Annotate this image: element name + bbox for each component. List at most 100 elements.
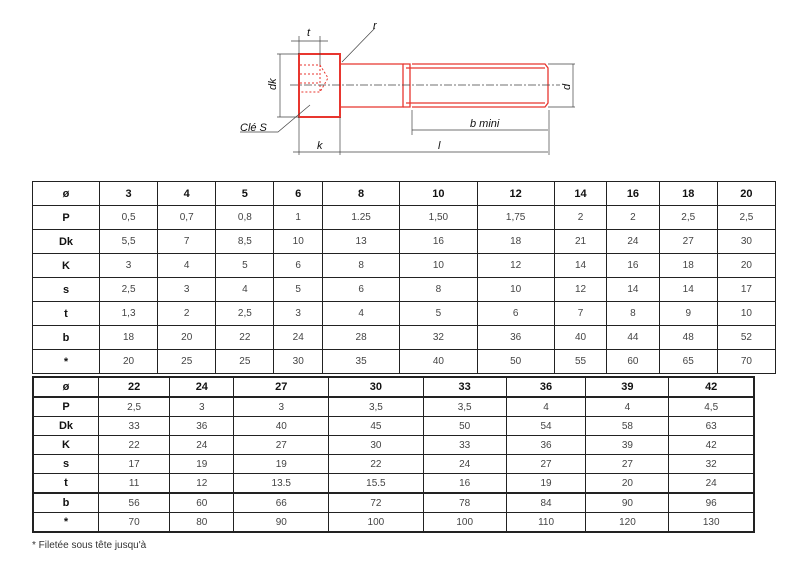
row-label: P [32, 396, 99, 417]
table-cell: 1,75 [476, 205, 555, 230]
table-cell: 16 [606, 253, 660, 278]
table-cell: 16 [422, 473, 507, 494]
table-cell: 90 [233, 512, 330, 533]
table-cell: 110 [505, 512, 587, 533]
row-label: s [32, 454, 99, 474]
table-row: b 56 60 66 72 78 84 90 96 [32, 492, 755, 513]
table-cell: 4 [585, 396, 670, 417]
table-cell: 18 [476, 229, 555, 254]
table-cell: 78 [422, 492, 507, 513]
table-cell: 24 [273, 325, 323, 350]
row-label: * [32, 512, 99, 533]
table-cell: 3,5 [328, 396, 424, 417]
table-cell: 2,5 [658, 205, 718, 230]
header-cell: 14 [553, 181, 608, 206]
table-cell: 18 [658, 253, 718, 278]
table-cell: 27 [233, 435, 330, 455]
table-cell: 5 [273, 277, 323, 302]
table-cell: 65 [658, 349, 718, 374]
table-cell: 4 [157, 253, 217, 278]
header-cell: 30 [328, 376, 424, 398]
table-row: K 22 24 27 30 33 36 39 42 [32, 435, 755, 455]
table-cell: 5,5 [98, 229, 159, 254]
table-cell: 17 [716, 277, 777, 302]
table-cell: 20 [716, 253, 777, 278]
table-cell: 39 [585, 435, 670, 455]
table-cell: 4 [215, 277, 275, 302]
label-b-mini: b mini [470, 118, 500, 130]
row-label: P [32, 205, 100, 230]
table-cell: 8 [399, 277, 478, 302]
header-row: ø 22 24 27 30 33 36 39 42 [32, 376, 755, 398]
table-cell: 0,5 [98, 205, 159, 230]
table-cell: 100 [328, 512, 424, 533]
table-cell: 22 [328, 454, 424, 474]
header-cell: 12 [476, 181, 555, 206]
table-cell: 32 [399, 325, 478, 350]
table-cell: 8 [321, 253, 401, 278]
table-cell: 0,7 [157, 205, 217, 230]
header-cell: 5 [215, 181, 275, 206]
table-cell: 1,3 [98, 301, 159, 326]
table-cell: 8 [606, 301, 660, 326]
header-cell: 10 [399, 181, 478, 206]
table-cell: 4 [505, 396, 587, 417]
table-cell: 27 [658, 229, 718, 254]
table-cell: 50 [422, 416, 507, 436]
table-row: t 1,3 2 2,5 3 4 5 6 7 8 9 10 [32, 301, 777, 326]
label-d: d [561, 83, 573, 90]
row-label: * [32, 349, 100, 374]
table-cell: 42 [668, 435, 755, 455]
row-label: b [32, 325, 100, 350]
table-cell: 13 [321, 229, 401, 254]
table-cell: 6 [273, 253, 323, 278]
table-cell: 90 [585, 492, 670, 513]
table-row: * 20 25 25 30 35 40 50 55 60 65 70 [32, 349, 777, 374]
table-cell: 80 [169, 512, 235, 533]
table-cell: 1.25 [321, 205, 401, 230]
table-cell: 12 [553, 277, 608, 302]
dimensions-table-small: ø 3 4 5 6 8 10 12 14 16 18 20 P 0,5 0,7 0,8 1 1.25 1,50 1,7… [32, 181, 777, 374]
table-cell: 13.5 [233, 473, 330, 494]
table-row: t 11 12 13.5 15.5 16 19 20 24 [32, 473, 755, 494]
row-label: Dk [32, 229, 100, 254]
row-label: b [32, 492, 99, 513]
label-t: t [307, 27, 311, 39]
table-cell: 19 [233, 454, 330, 474]
table-cell: 10 [399, 253, 478, 278]
table-cell: 8,5 [215, 229, 275, 254]
header-row: ø 3 4 5 6 8 10 12 14 16 18 20 [32, 181, 777, 206]
table-cell: 3 [273, 301, 323, 326]
table-cell: 36 [505, 435, 587, 455]
header-cell: 16 [606, 181, 660, 206]
table-cell: 130 [668, 512, 755, 533]
table-cell: 2,5 [716, 205, 777, 230]
header-cell: 22 [97, 376, 171, 398]
label-l: l [438, 140, 441, 152]
table-cell: 22 [215, 325, 275, 350]
table-cell: 1 [273, 205, 323, 230]
table-cell: 33 [422, 435, 507, 455]
table-cell: 19 [505, 473, 587, 494]
table-cell: 66 [233, 492, 330, 513]
table-cell: 25 [157, 349, 217, 374]
table-row: Dk 5,5 7 8,5 10 13 16 18 21 24 27 30 [32, 229, 777, 254]
table-cell: 3 [233, 396, 330, 417]
table-cell: 84 [505, 492, 587, 513]
header-cell: 24 [169, 376, 235, 398]
table-cell: 54 [505, 416, 587, 436]
table-cell: 2,5 [215, 301, 275, 326]
table-cell: 96 [668, 492, 755, 513]
table-cell: 35 [321, 349, 401, 374]
table-cell: 60 [169, 492, 235, 513]
table-cell: 40 [399, 349, 478, 374]
table-cell: 55 [553, 349, 608, 374]
table-cell: 60 [606, 349, 660, 374]
table-cell: 63 [668, 416, 755, 436]
table-cell: 25 [215, 349, 275, 374]
table-cell: 58 [585, 416, 670, 436]
row-label: t [32, 473, 99, 494]
table-cell: 12 [169, 473, 235, 494]
table-cell: 36 [169, 416, 235, 436]
table-cell: 2 [553, 205, 608, 230]
